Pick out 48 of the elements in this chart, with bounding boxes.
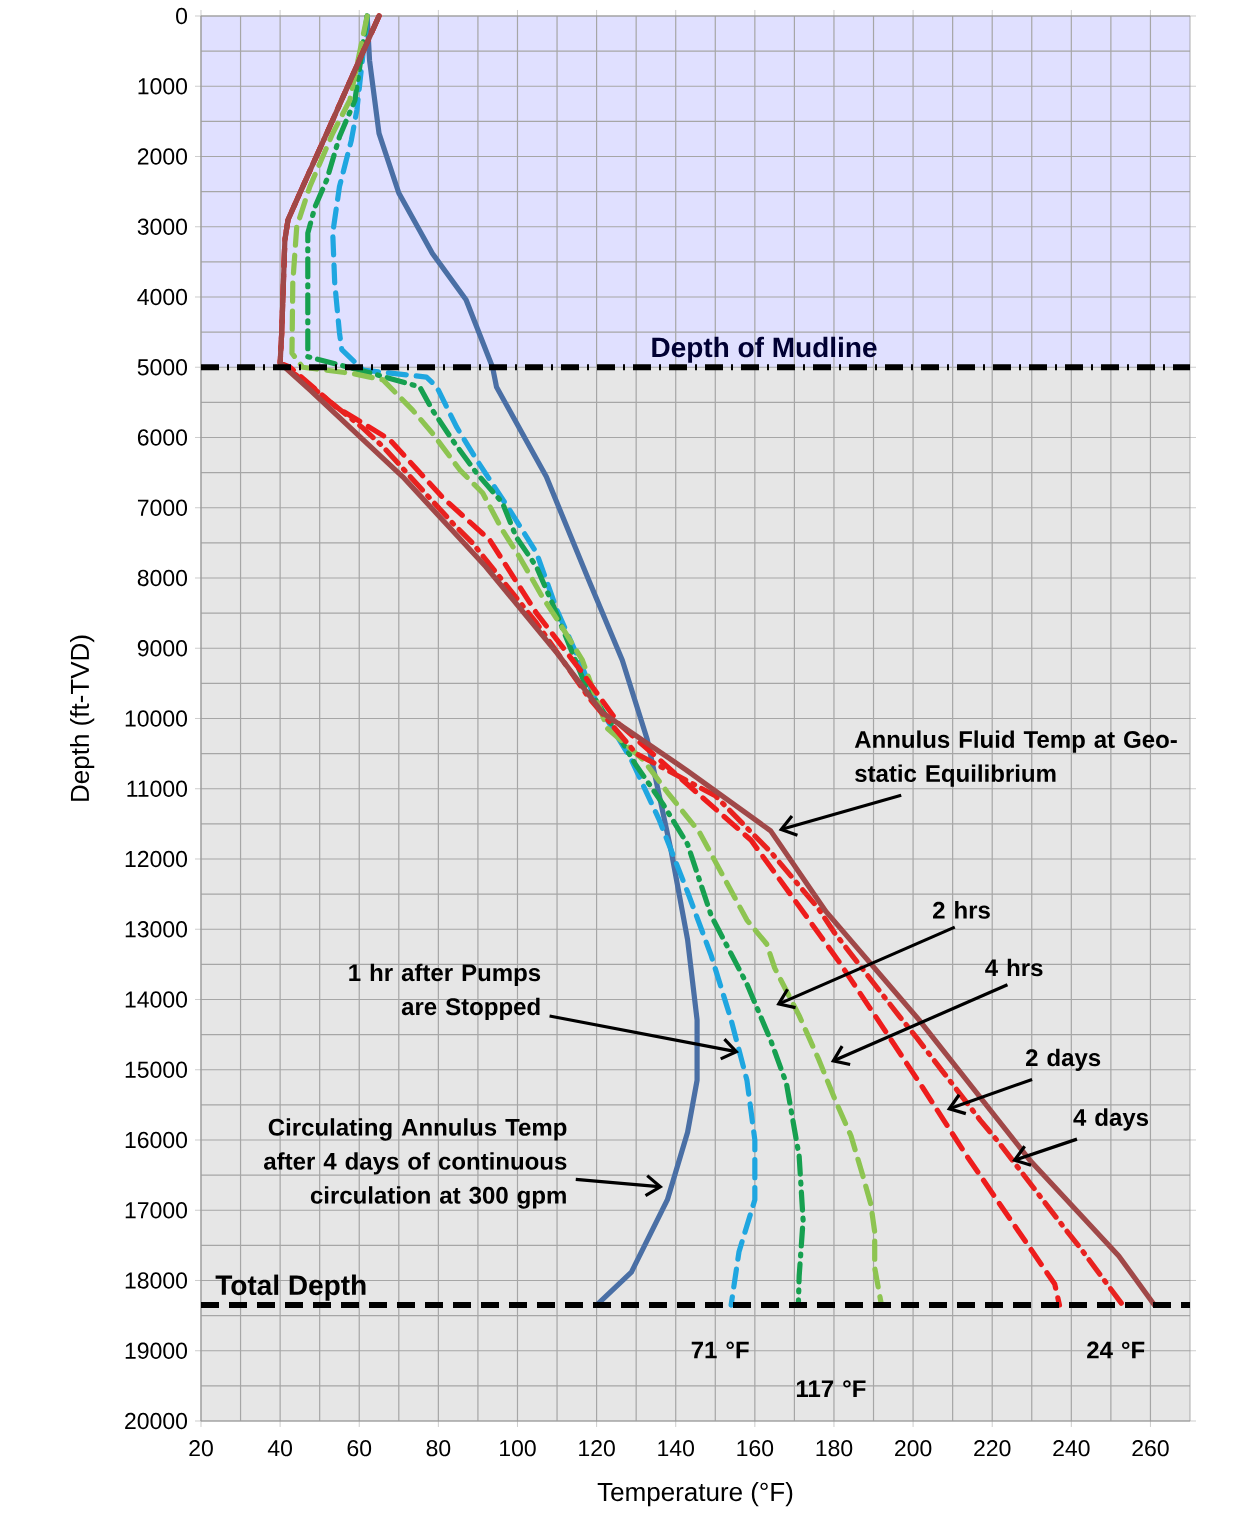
y-tick-label: 2000	[137, 148, 188, 165]
y-tick-label: 9000	[137, 640, 188, 657]
x-tick-label: 40	[267, 1440, 293, 1457]
y-tick-label: 10000	[125, 710, 188, 727]
y-tick-label: 6000	[137, 429, 188, 446]
annotation: 2 hrs	[933, 901, 990, 919]
annotation: 4 days	[1073, 1108, 1149, 1131]
x-tick-label: 260	[1132, 1440, 1169, 1457]
x-axis-title: Temperature (°F)	[597, 1482, 793, 1507]
y-tick-label: 14000	[125, 991, 188, 1008]
y-tick-label: 3000	[137, 218, 188, 235]
y-tick-label: 20000	[125, 1412, 188, 1430]
y-tick-label: 7000	[137, 499, 188, 516]
y-tick-label: 19000	[125, 1342, 188, 1359]
x-tick-label: 220	[974, 1440, 1011, 1457]
y-tick-label: 13000	[125, 921, 188, 938]
annotation: 2 days	[1025, 1048, 1101, 1072]
y-tick-label: 8000	[137, 569, 188, 587]
x-tick-label: 180	[816, 1440, 853, 1457]
ref-line-label: Total Depth	[215, 1274, 366, 1301]
annotation: 71 °F	[691, 1341, 749, 1359]
y-tick-label: 17000	[125, 1202, 188, 1219]
x-tick-label: 160	[737, 1440, 774, 1457]
y-tick-label: 4000	[137, 288, 188, 306]
annotation: 117 °F	[796, 1380, 866, 1397]
x-tick-label: 140	[658, 1440, 694, 1457]
y-tick-label: 0	[176, 7, 188, 25]
y-axis-title: Depth (ft-TVD)	[70, 635, 95, 801]
annotation: 4 hrs	[985, 958, 1043, 977]
x-tick-label: 120	[579, 1440, 615, 1457]
y-tick-label: 15000	[125, 1061, 188, 1078]
x-tick-label: 20	[189, 1440, 213, 1457]
x-tick-label: 240	[1053, 1440, 1090, 1457]
y-tick-label: 11000	[127, 780, 188, 797]
x-tick-label: 200	[895, 1440, 932, 1457]
annotation: Annulus Fluid Temp at Geo-static Equilibrium	[854, 730, 1177, 787]
x-tick-label: 80	[426, 1440, 451, 1457]
x-tick-label: 100	[500, 1440, 536, 1457]
y-tick-label: 1000	[138, 78, 188, 95]
y-tick-label: 5000	[137, 359, 188, 376]
ref-line-label: Depth of Mudline	[652, 336, 877, 363]
annotation: 24 °F	[1087, 1341, 1145, 1359]
y-tick-label: 16000	[125, 1131, 188, 1149]
x-tick-label: 60	[347, 1440, 372, 1457]
y-tick-label: 18000	[125, 1272, 188, 1289]
annotation: 1 hr after Pumps are Stopped	[349, 963, 541, 1021]
annotation: Circulating Annulus Temp after 4 days of continuous circulation at 300 gpm	[264, 1118, 567, 1209]
y-tick-label: 12000	[125, 850, 188, 868]
